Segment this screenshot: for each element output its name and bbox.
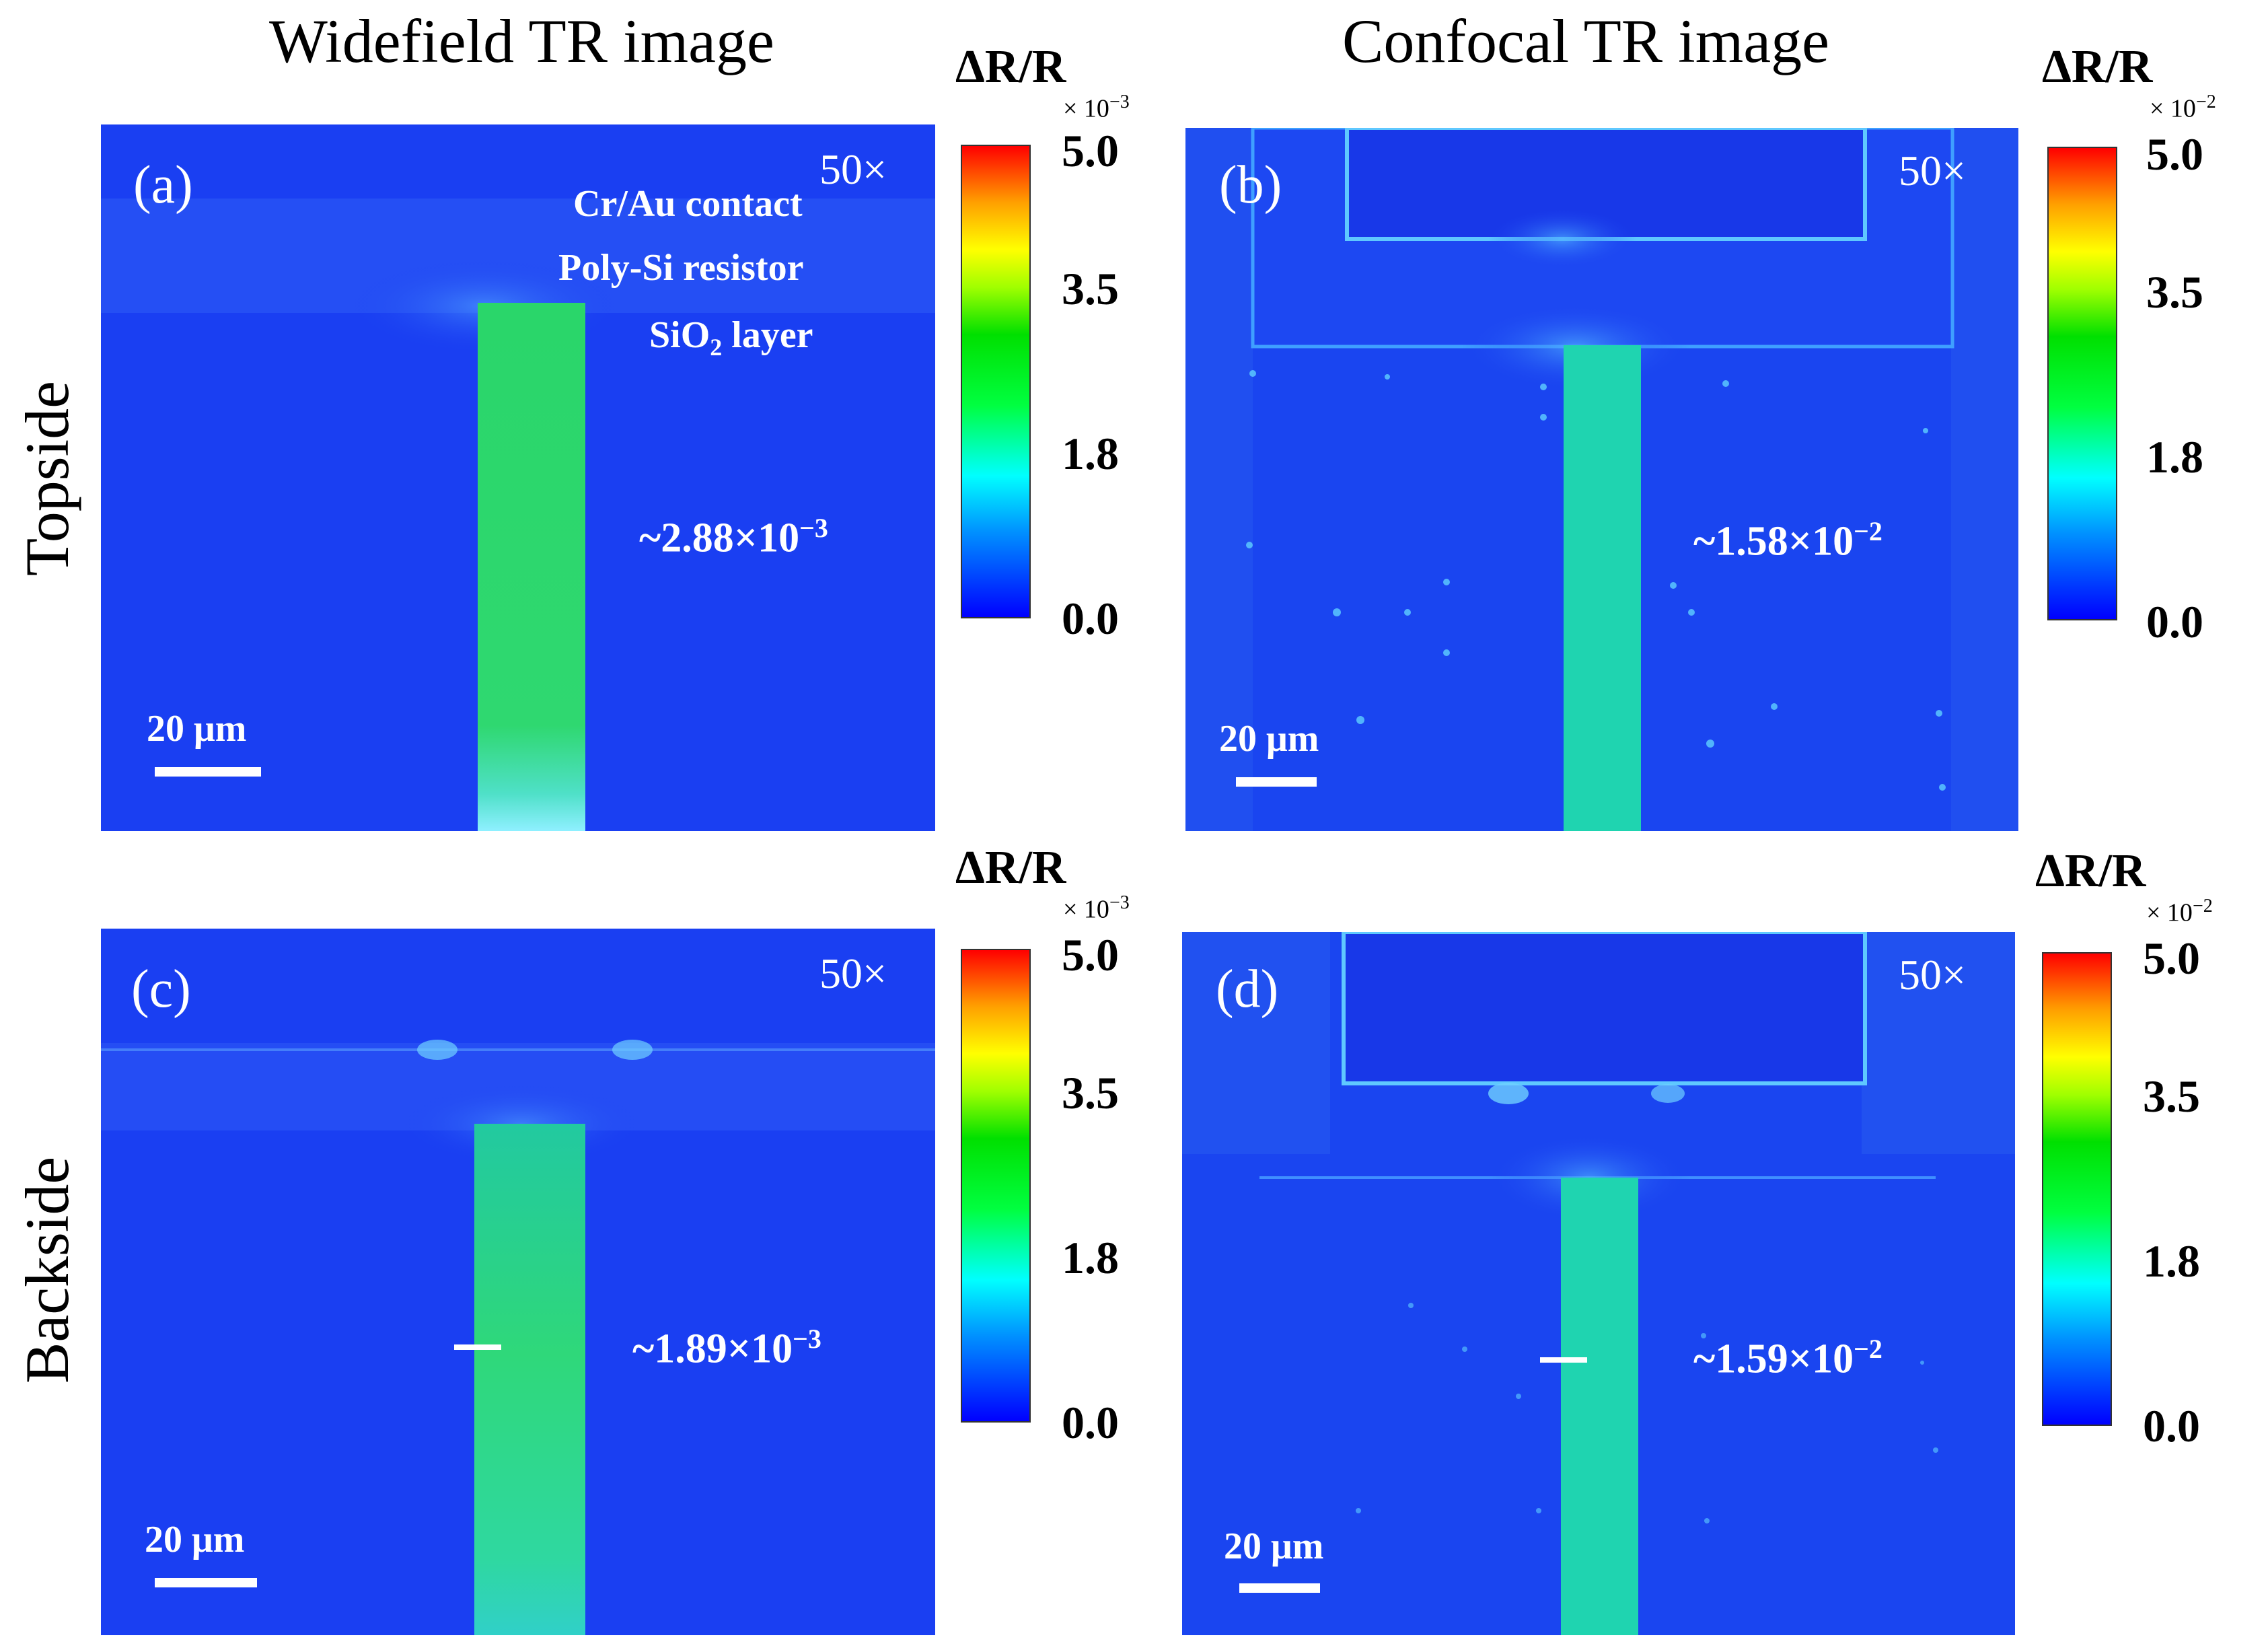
panel-d-position-marker xyxy=(1540,1357,1587,1363)
panel-c-image xyxy=(101,929,935,1635)
cb-bottom-right-exponent: × 10−2 xyxy=(2146,896,2213,927)
topside-label: Topside xyxy=(13,381,81,576)
panel-c-widefield-backside: (c) 50× ~1.89×10−3 20 μm xyxy=(101,929,935,1635)
cb-top-right-exponent: × 10−2 xyxy=(2150,92,2216,123)
panel-a-image xyxy=(101,124,935,831)
panel-a-contact-label: Cr/Au contact xyxy=(573,183,803,225)
panel-b-image xyxy=(1185,128,2018,831)
panel-c-resistor xyxy=(474,1124,585,1635)
cb-top-left-tick-high: 3.5 xyxy=(1062,263,1119,314)
cb-top-right-tick-max: 5.0 xyxy=(2146,129,2203,180)
panel-d-scale-label: 20 μm xyxy=(1224,1525,1324,1567)
widefield-title: Widefield TR image xyxy=(269,7,774,75)
panel-a-scale-label: 20 μm xyxy=(147,708,247,750)
cb-top-left-tick-min: 0.0 xyxy=(1062,593,1119,644)
panel-d-label: (d) xyxy=(1216,960,1279,1019)
panel-b-value: ~1.58×10−2 xyxy=(1693,516,1882,565)
cb-top-right-tick-mid: 1.8 xyxy=(2146,431,2203,482)
panel-b-scale-label: 20 μm xyxy=(1219,718,1319,760)
cb-top-left-tick-mid: 1.8 xyxy=(1062,428,1119,479)
cb-bottom-left-exponent: × 10−3 xyxy=(1063,892,1130,924)
cb-bottom-left-tick-min: 0.0 xyxy=(1062,1397,1119,1448)
panel-b-resistor xyxy=(1564,345,1641,831)
panel-d-image xyxy=(1182,932,2015,1635)
cb-bottom-right-title: ΔR/R xyxy=(2035,845,2146,897)
panel-a-scale-bar xyxy=(155,767,261,777)
panel-b-confocal-topside: (b) 50× ~1.58×10−2 20 μm xyxy=(1185,128,2018,831)
cb-top-left-exponent: × 10−3 xyxy=(1063,92,1130,123)
panel-a-magnification: 50× xyxy=(819,145,887,193)
cb-top-right-bar xyxy=(2047,147,2117,620)
cb-top-right-tick-high: 3.5 xyxy=(2146,266,2203,318)
panel-b-label: (b) xyxy=(1219,155,1282,215)
cb-bottom-left-bar xyxy=(961,949,1031,1423)
cb-bottom-right-tick-high: 3.5 xyxy=(2143,1071,2200,1122)
panel-d-magnification: 50× xyxy=(1899,951,1967,999)
cb-bottom-right-tick-min: 0.0 xyxy=(2143,1400,2200,1451)
panel-d-value: ~1.59×10−2 xyxy=(1693,1334,1882,1382)
cb-bottom-left-tick-high: 3.5 xyxy=(1062,1067,1119,1118)
panel-c-label: (c) xyxy=(131,960,191,1019)
cb-top-left-bar xyxy=(961,145,1031,618)
cb-top-left-tick-max: 5.0 xyxy=(1062,125,1119,176)
panel-c-magnification: 50× xyxy=(819,949,887,997)
panel-b-magnification: 50× xyxy=(1899,147,1967,194)
panel-c-value: ~1.89×10−3 xyxy=(632,1324,821,1372)
cb-bottom-left-tick-max: 5.0 xyxy=(1062,929,1119,980)
cb-top-right-title: ΔR/R xyxy=(2042,41,2153,93)
panel-a-resistor xyxy=(478,303,585,831)
panel-a-widefield-topside: (a) 50× Cr/Au contact Poly-Si resistor S… xyxy=(101,124,935,831)
panel-a-value: ~2.88×10−3 xyxy=(639,513,828,561)
cb-bottom-left-title: ΔR/R xyxy=(955,842,1066,894)
cb-bottom-right-bar xyxy=(2042,952,2112,1426)
panel-c-scale-bar xyxy=(155,1578,257,1587)
cb-top-right-tick-min: 0.0 xyxy=(2146,596,2203,647)
panel-c-scale-label: 20 μm xyxy=(145,1519,245,1560)
cb-bottom-left-tick-mid: 1.8 xyxy=(1062,1232,1119,1283)
panel-a-oxide-label: SiO2 layer xyxy=(649,314,813,361)
panel-b-scale-bar xyxy=(1236,777,1317,787)
confocal-title: Confocal TR image xyxy=(1342,7,1829,75)
panel-d-resistor xyxy=(1561,1178,1638,1635)
panel-a-label: (a) xyxy=(133,155,193,215)
cb-top-left-title: ΔR/R xyxy=(955,41,1066,93)
panel-d-scale-bar xyxy=(1239,1583,1320,1593)
panel-c-position-marker xyxy=(454,1344,501,1350)
cb-bottom-right-tick-max: 5.0 xyxy=(2143,933,2200,984)
backside-label: Backside xyxy=(13,1156,81,1384)
panel-d-confocal-backside: (d) 50× ~1.59×10−2 20 μm xyxy=(1182,932,2015,1635)
cb-bottom-right-tick-mid: 1.8 xyxy=(2143,1235,2200,1287)
panel-a-resistor-label: Poly-Si resistor xyxy=(558,247,804,289)
